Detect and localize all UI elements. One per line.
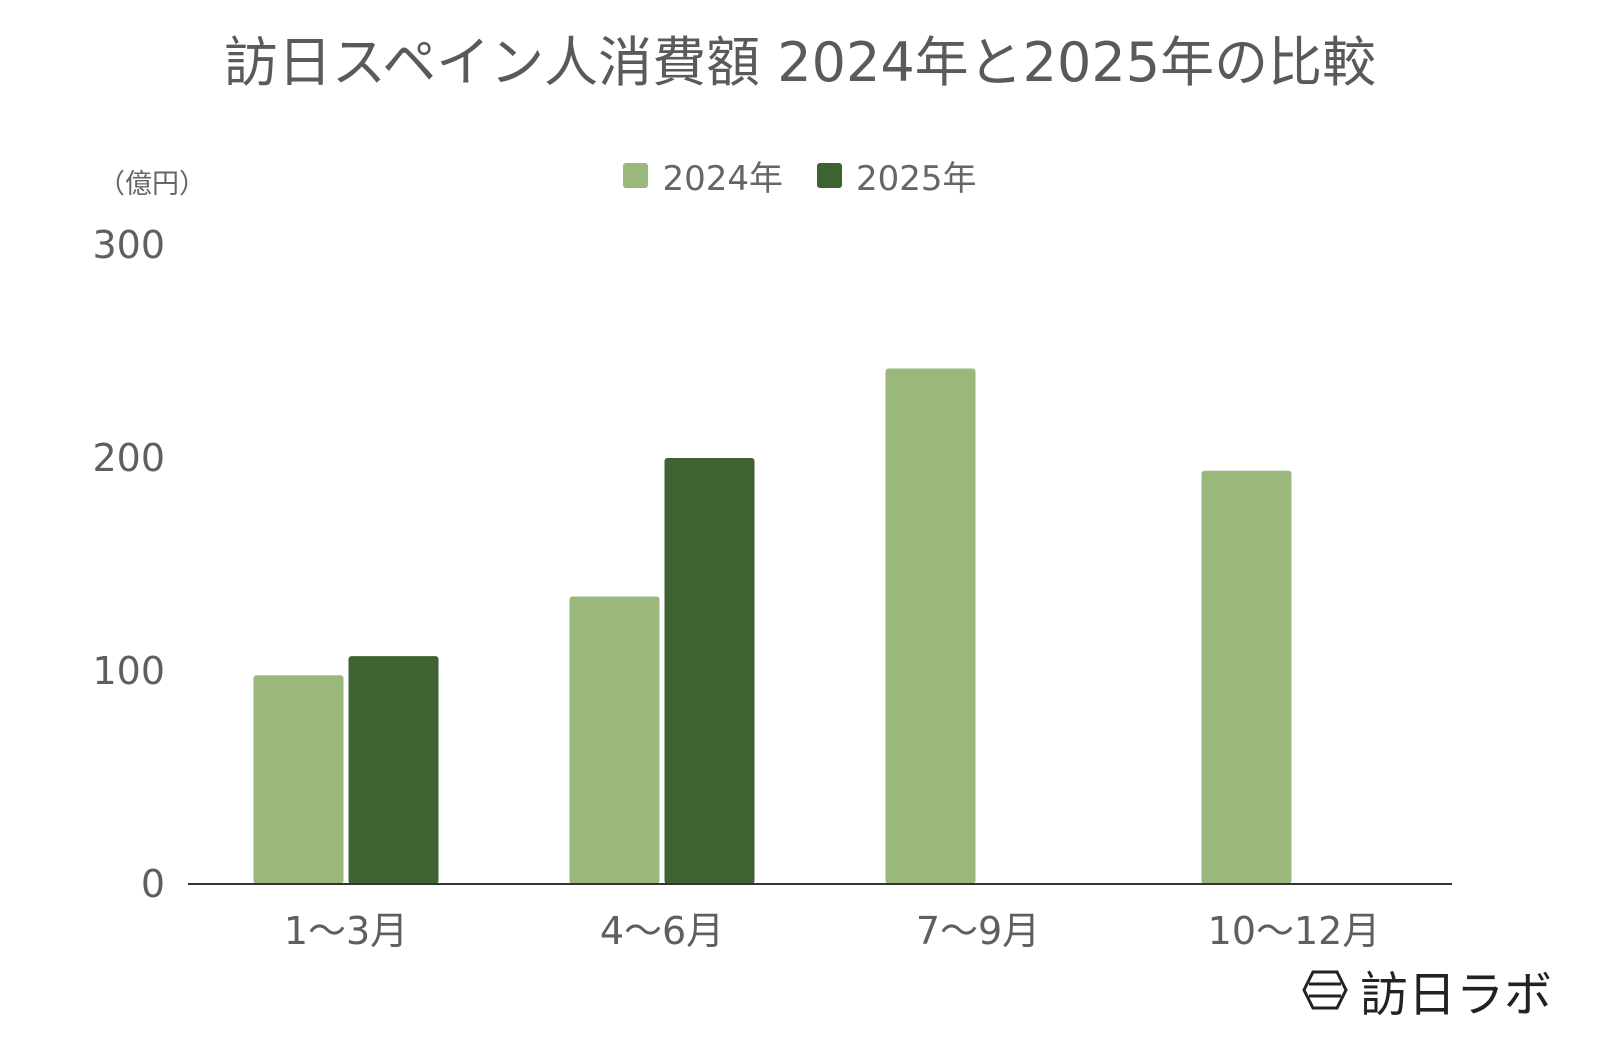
- legend-swatch-series-2: [817, 163, 842, 188]
- legend-label-series-1: 2024年: [662, 159, 783, 199]
- brand-logo: 訪日ラボ: [1302, 955, 1552, 1025]
- legend-swatch-series-1: [623, 163, 649, 188]
- bar-2024年-1～3月: [253, 675, 344, 884]
- chart-legend: 2024年 2025年: [0, 151, 1600, 200]
- logo-text: 訪日ラボ: [1359, 967, 1552, 1023]
- y-tick-label: 200: [92, 436, 165, 480]
- x-tick-label: 1～3月: [284, 909, 408, 953]
- hexagon-logo-icon: [1302, 970, 1348, 1010]
- chart-title: 訪日スペイン人消費額 2024年と2025年の比較: [223, 31, 1377, 94]
- bar-2024年-7～9月: [885, 368, 976, 884]
- x-tick-label: 7～9月: [916, 909, 1040, 953]
- x-tick-label: 4～6月: [600, 909, 724, 953]
- legend-item-series-1: 2024年: [623, 151, 783, 200]
- bar-2024年-10～12月: [1201, 470, 1292, 884]
- y-axis-unit-label: （億円）: [98, 169, 206, 200]
- legend-label-series-2: 2025年: [856, 159, 977, 199]
- y-tick-label: 100: [92, 649, 165, 693]
- legend-item-series-2: 2025年: [817, 151, 977, 200]
- y-tick-label: 0: [141, 862, 165, 906]
- bar-2025年-1～3月: [348, 656, 439, 884]
- bar-2024年-4～6月: [569, 596, 660, 884]
- x-tick-label: 10～12月: [1208, 909, 1381, 953]
- bar-2025年-4～6月: [664, 458, 755, 884]
- y-tick-label: 300: [92, 223, 165, 267]
